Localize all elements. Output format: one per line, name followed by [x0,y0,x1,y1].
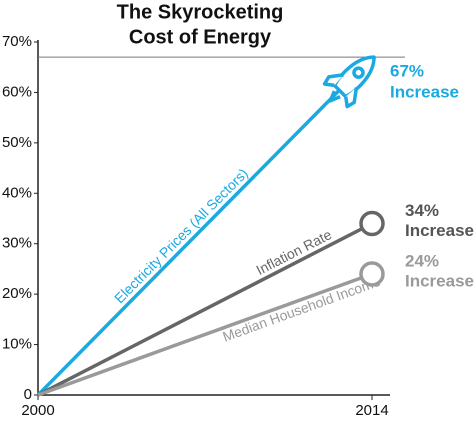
end-label: 67% [390,62,424,81]
rocket-window [352,66,365,79]
x-tick-label: 2014 [355,402,388,419]
y-tick-label: 10% [2,336,32,353]
end-marker [359,210,385,237]
end-label: 24% [405,251,439,270]
rocket-flame [328,90,341,103]
y-tick-label: 0 [24,386,32,403]
series-line [37,272,373,397]
end-label: Increase [405,271,474,290]
series-label: Electricity Prices (All Sectors) [111,165,251,306]
y-tick-label: 40% [2,184,32,201]
series-label: Median Household Income [220,273,382,345]
series-line [37,221,373,397]
series-line [36,55,374,397]
y-tick-label: 50% [2,134,32,151]
y-tick-label: 70% [2,33,32,50]
chart-title: Cost of Energy [129,26,272,48]
series-label: Inflation Rate [253,226,334,278]
end-label: Increase [405,221,474,240]
y-tick-label: 20% [2,285,32,302]
y-tick-label: 60% [2,83,32,100]
end-marker [359,261,385,287]
x-tick-label: 2000 [21,402,54,419]
rocket-fin [344,87,359,109]
end-label: 34% [405,201,439,220]
rocket-icon [322,55,376,109]
rocket-fin [322,73,344,88]
chart-title: The Skyrocketing [117,1,284,23]
end-label: Increase [390,83,459,102]
y-tick-label: 30% [2,235,32,252]
